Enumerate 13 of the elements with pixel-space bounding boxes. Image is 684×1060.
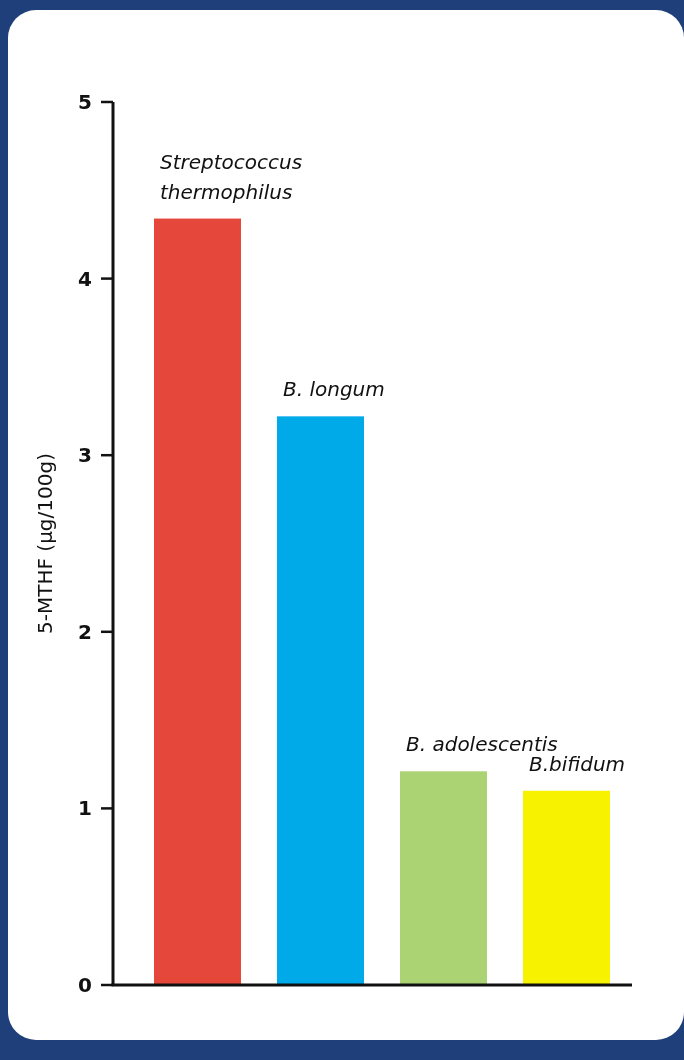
y-tick-label: 0 xyxy=(78,973,92,997)
bar xyxy=(154,218,241,985)
bar xyxy=(523,790,610,985)
y-tick-label: 1 xyxy=(78,796,92,821)
x-tick-label: Streptococcus thermophilus xyxy=(160,149,303,204)
y-tick-label: 3 xyxy=(78,443,92,468)
y-axis-title: 5-MTHF (µg/100g) xyxy=(33,453,57,634)
y-tick-label: 2 xyxy=(78,619,92,644)
x-tick-label: B. longum xyxy=(283,377,385,402)
bar xyxy=(400,771,487,985)
bar xyxy=(277,416,364,985)
y-tick-label: 4 xyxy=(78,266,92,291)
y-tick-label: 5 xyxy=(78,90,92,114)
